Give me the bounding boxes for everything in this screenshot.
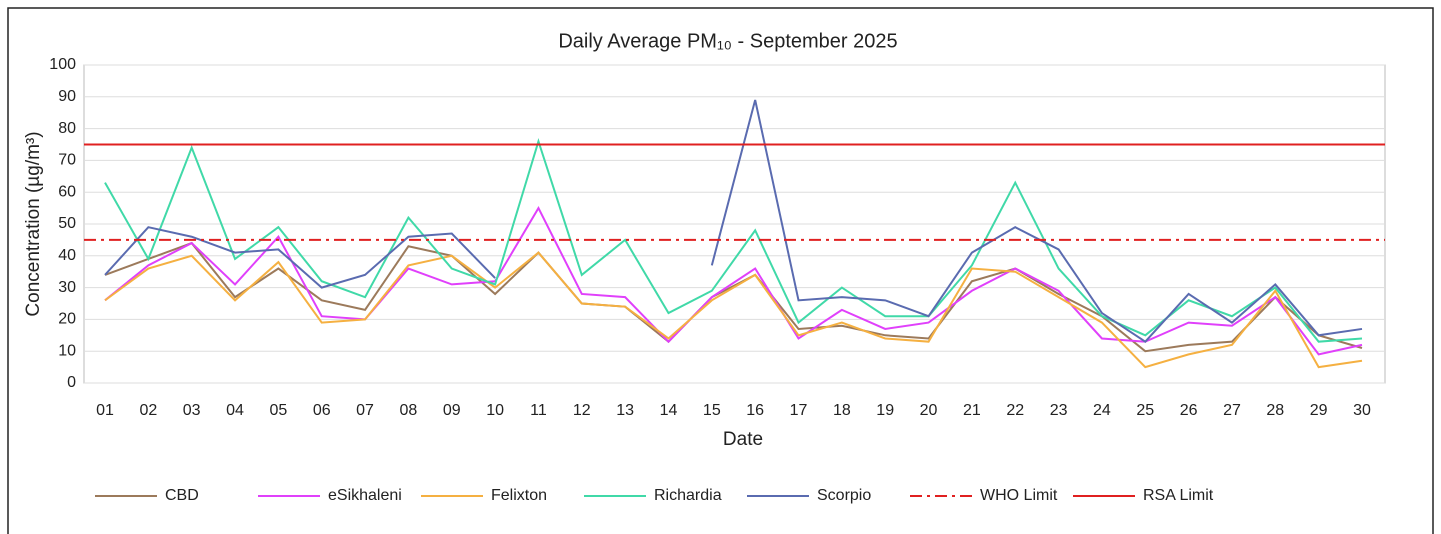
legend-label: Scorpio [817, 487, 871, 504]
x-tick-label: 10 [486, 402, 504, 419]
x-tick-label: 08 [400, 402, 418, 419]
y-tick-label: 70 [58, 152, 76, 169]
series-line [104, 99, 1363, 343]
y-tick-label: 60 [58, 183, 76, 200]
y-tick-label: 50 [58, 215, 76, 232]
x-tick-label: 17 [790, 402, 808, 419]
x-tick-label: 26 [1180, 402, 1198, 419]
y-tick-label: 80 [58, 120, 76, 137]
y-axis-title: Concentration (µg/m³) [23, 131, 44, 316]
x-axis-title: Date [723, 429, 763, 450]
frame [7, 7, 1434, 534]
x-tick-label: 30 [1353, 402, 1371, 419]
x-tick-label: 01 [96, 402, 114, 419]
x-tick-label: 22 [1006, 402, 1024, 419]
y-tick-label: 20 [58, 311, 76, 328]
x-tick-label: 11 [530, 402, 547, 419]
series-line [104, 206, 1363, 356]
legend-label: CBD [165, 487, 199, 504]
series-line [104, 241, 1363, 353]
x-tick-label: 24 [1093, 402, 1111, 419]
series-line [104, 137, 1363, 343]
legend-label: eSikhaleni [328, 487, 402, 504]
x-tick-label: 09 [443, 402, 461, 419]
x-tick-label: 07 [356, 402, 374, 419]
x-tick-label: 12 [573, 402, 591, 419]
x-tick-label: 13 [616, 402, 634, 419]
x-tick-label: 04 [226, 402, 244, 419]
y-tick-label: 30 [58, 279, 76, 296]
x-tick-label: 29 [1310, 402, 1328, 419]
x-tick-label: 18 [833, 402, 851, 419]
x-tick-label: 23 [1050, 402, 1068, 419]
x-tick-label: 20 [920, 402, 938, 419]
y-tick-label: 90 [58, 88, 76, 105]
legend-label: WHO Limit [980, 487, 1058, 504]
x-tick-label: 02 [139, 402, 157, 419]
x-tick-label: 15 [703, 402, 721, 419]
legend-label: Felixton [491, 487, 547, 504]
x-tick-label: 14 [660, 402, 678, 419]
legend-label: RSA Limit [1143, 487, 1214, 504]
series-line [104, 251, 1363, 369]
x-tick-label: 21 [963, 402, 981, 419]
chart-title: Daily Average PM₁₀ - September 2025 [558, 30, 897, 52]
x-tick-label: 27 [1223, 402, 1241, 419]
y-tick-label: 0 [67, 374, 76, 391]
legend-label: Richardia [654, 487, 722, 504]
x-tick-label: 25 [1136, 402, 1154, 419]
x-tick-label: 05 [269, 402, 287, 419]
x-tick-label: 19 [876, 402, 894, 419]
x-tick-label: 28 [1266, 402, 1284, 419]
y-tick-label: 40 [58, 247, 76, 264]
x-tick-label: 03 [183, 402, 201, 419]
x-tick-label: 16 [746, 402, 764, 419]
y-tick-label: 100 [49, 56, 76, 73]
y-tick-label: 10 [58, 342, 76, 359]
x-tick-label: 06 [313, 402, 331, 419]
